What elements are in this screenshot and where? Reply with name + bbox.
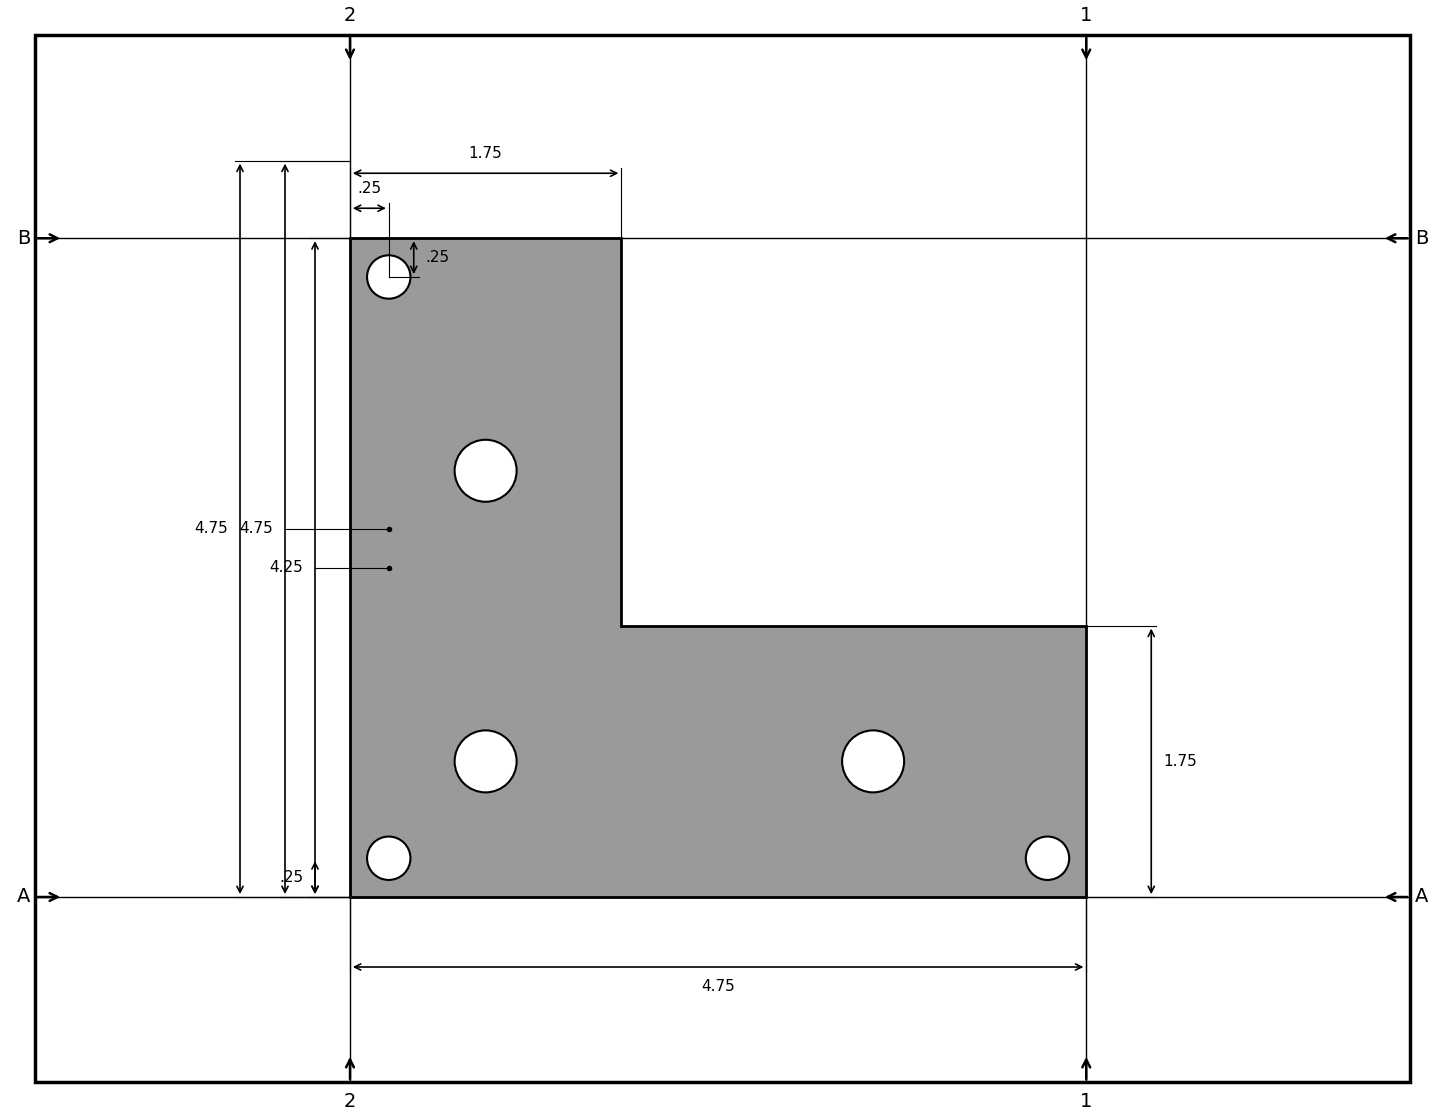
Text: .25: .25 [279,870,303,885]
Text: 1.75: 1.75 [468,146,503,161]
Text: .25: .25 [357,181,381,197]
Circle shape [1026,837,1069,880]
Text: 4.75: 4.75 [194,522,228,536]
Text: 4.25: 4.25 [269,560,303,575]
Text: 1: 1 [1079,1092,1092,1111]
Circle shape [455,440,517,502]
Circle shape [842,731,905,792]
Text: 1.75: 1.75 [1163,754,1196,768]
Text: A: A [17,888,30,907]
Text: A: A [1415,888,1428,907]
Text: B: B [1415,229,1428,248]
Text: 2: 2 [344,1092,355,1111]
Polygon shape [350,238,1087,897]
Circle shape [455,731,517,792]
Text: .25: .25 [426,250,449,265]
Text: 4.75: 4.75 [240,522,273,536]
Text: 4.75: 4.75 [701,978,736,994]
Circle shape [367,837,410,880]
Text: B: B [17,229,30,248]
Text: 1: 1 [1079,6,1092,25]
Circle shape [367,256,410,298]
Text: 2: 2 [344,6,355,25]
